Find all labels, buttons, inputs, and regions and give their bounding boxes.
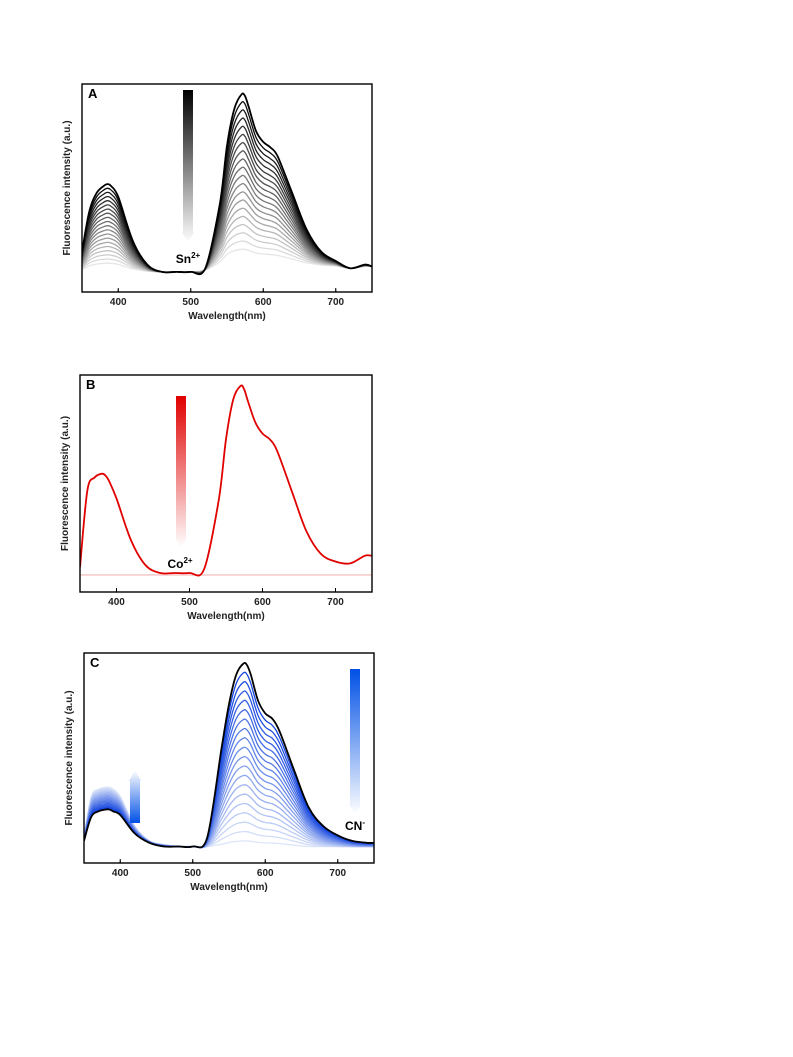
y-axis-label: Fluorescence intensity (a.u.) xyxy=(62,120,73,255)
x-axis-label: Wavelength(nm) xyxy=(188,311,265,322)
increase-arrow xyxy=(129,770,141,823)
x-tick-label: 500 xyxy=(184,868,201,879)
analyte-label-base: Sn xyxy=(176,252,191,266)
x-tick-label: 600 xyxy=(255,297,272,308)
spectrum-line xyxy=(84,718,374,849)
x-tick-label: 500 xyxy=(181,597,198,608)
spectrum-line xyxy=(82,215,372,273)
x-tick-label: 700 xyxy=(327,597,344,608)
panel-letter: B xyxy=(86,377,95,392)
spectrum-line xyxy=(82,133,372,275)
spectrum-line xyxy=(82,142,372,274)
analyte-label: Co2+ xyxy=(167,556,192,571)
x-axis-label: Wavelength(nm) xyxy=(187,611,264,622)
spectrum-line xyxy=(84,671,374,849)
spectrum-line xyxy=(84,787,374,848)
analyte-label: CN- xyxy=(345,818,365,833)
panel-letter: A xyxy=(88,86,98,101)
plot-frame xyxy=(79,374,373,593)
spectrum-line xyxy=(82,207,372,273)
spectrum-line xyxy=(82,166,372,274)
panel-letter: C xyxy=(90,655,100,670)
spectrum-line xyxy=(82,199,372,273)
x-tick-label: 600 xyxy=(254,597,271,608)
spectrum-line xyxy=(84,746,374,849)
spectrum-line xyxy=(82,223,372,273)
spectrum-line xyxy=(84,661,374,849)
spectrum-line xyxy=(84,774,374,849)
chart-panel-b: 400 500 600 700 Wavelength(nm) Fluorescence i… xyxy=(60,374,373,622)
analyte-label-charge: 2+ xyxy=(183,556,192,565)
decrease-arrow xyxy=(182,90,194,243)
x-tick-label: 600 xyxy=(257,868,274,879)
spectrum-line xyxy=(84,699,374,849)
spectrum-line xyxy=(84,784,374,849)
spectrum-line xyxy=(82,117,372,275)
plot-area xyxy=(82,92,372,276)
spectrum-line xyxy=(84,786,374,848)
analyte-label-charge: - xyxy=(362,818,365,827)
spectrum-line xyxy=(82,150,372,274)
spectrum-line xyxy=(84,737,374,849)
x-tick-label: 700 xyxy=(327,297,344,308)
spectrum-line xyxy=(84,788,374,849)
spectrum-line xyxy=(84,755,374,849)
x-tick-label: 700 xyxy=(329,868,346,879)
decrease-arrow xyxy=(175,396,187,548)
chart-panel-a: 400 500 600 700 Wavelength(nm) Fluorescence i… xyxy=(62,83,373,322)
plot-area xyxy=(84,661,374,849)
analyte-label-base: CN xyxy=(345,819,362,833)
x-axis-label: Wavelength(nm) xyxy=(190,882,267,893)
spectrum-line xyxy=(82,232,372,273)
decrease-arrow xyxy=(349,669,361,815)
spectrum-line xyxy=(84,680,374,849)
y-axis-label: Fluorescence intensity (a.u.) xyxy=(64,690,75,825)
analyte-label-charge: 2+ xyxy=(191,251,200,260)
plot-area xyxy=(80,384,372,577)
plot-frame xyxy=(81,83,373,293)
spectrum-line xyxy=(82,158,372,274)
x-tick-label: 400 xyxy=(112,868,129,879)
x-tick-label: 500 xyxy=(182,297,199,308)
spectrum-line xyxy=(82,174,372,274)
x-tick-label: 400 xyxy=(108,597,125,608)
spectrum-line xyxy=(84,791,374,849)
y-axis-label: Fluorescence intensity (a.u.) xyxy=(60,416,71,551)
spectrum-line xyxy=(84,765,374,849)
spectrum-line xyxy=(80,384,372,577)
x-tick-label: 400 xyxy=(110,297,127,308)
spectrum-line xyxy=(84,727,374,849)
spectrum-line xyxy=(84,792,374,849)
spectrum-line xyxy=(82,109,372,275)
spectrum-line xyxy=(82,240,372,273)
spectrum-line xyxy=(82,182,372,274)
analyte-label: Sn2+ xyxy=(176,251,201,266)
spectrum-line xyxy=(84,690,374,849)
plot-frame xyxy=(83,652,375,864)
spectrum-line xyxy=(82,248,372,273)
spectrum-line xyxy=(84,789,374,849)
spectrum-line xyxy=(82,125,372,275)
spectrum-line xyxy=(82,92,372,276)
chart-panel-c: 400 500 600 700 Wavelength(nm) Fluorescence i… xyxy=(64,652,375,893)
analyte-label-base: Co xyxy=(167,557,183,571)
spectrum-line xyxy=(84,709,374,849)
spectrum-line xyxy=(82,191,372,274)
